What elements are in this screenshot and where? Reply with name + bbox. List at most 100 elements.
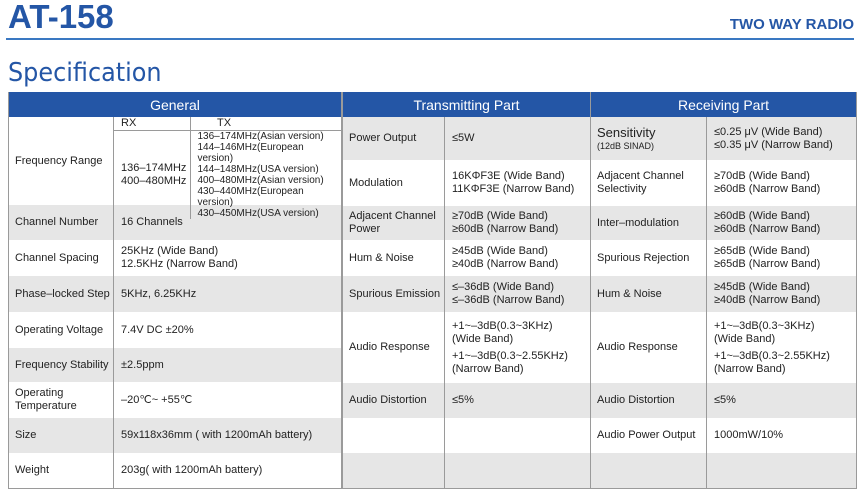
section-title: Specification (8, 58, 162, 88)
transmitting-header: Transmitting Part (343, 92, 590, 117)
table-row: Inter–modulation ≥60dB (Wide Band) ≥60dB (… (591, 206, 856, 240)
row-label: Spurious Rejection (591, 240, 707, 276)
table-row: Adjacent Channel Selectivity ≥70dB (Wide … (591, 160, 856, 206)
general-table: General Frequency Range RX TX 136–174MHz… (8, 92, 342, 489)
value-line: ≥60dB (Narrow Band) (714, 223, 821, 235)
table-row (343, 453, 590, 488)
value-line: ±2.5ppm (121, 358, 164, 371)
value-line: (Wide Band) (714, 332, 776, 345)
value-line: ≤5% (452, 394, 474, 406)
row-value: ≥60dB (Wide Band) ≥60dB (Narrow Band) (707, 206, 820, 240)
row-label: Operating Temperature (9, 382, 114, 418)
table-row: Operating Temperature –20℃~ +55℃ (9, 382, 341, 418)
row-label: Audio Response (591, 312, 707, 383)
table-row: Channel Number 16 Channels (9, 205, 341, 240)
table-row: Frequency Stability ±2.5ppm (9, 348, 341, 382)
row-value: ≤5W (445, 117, 475, 160)
table-row: Audio Distortion ≤5% (591, 383, 856, 418)
row-value: –20℃~ +55℃ (114, 382, 192, 418)
value-line: (Wide Band) (452, 332, 514, 345)
row-value: 5KHz, 6.25KHz (114, 276, 196, 312)
row-value: 203g( with 1200mAh battery) (114, 453, 262, 488)
table-row: Size 59x118x36mm ( with 1200mAh battery) (9, 418, 341, 453)
row-value: 16KΦF3E (Wide Band) 11KΦF3E (Narrow Band) (445, 160, 574, 206)
value-line: 5KHz, 6.25KHz (121, 287, 197, 300)
value-line: 25KHz (Wide Band) (121, 245, 219, 257)
row-value: ≥70dB (Wide Band) ≥60dB (Narrow Band) (445, 206, 558, 240)
tx-header: TX (217, 117, 232, 129)
row-value: 1000mW/10% (707, 418, 783, 453)
value-line: 430–440MHz(European version) (197, 186, 304, 208)
table-row: Adjacent Channel Power ≥70dB (Wide Band) ≥… (343, 206, 590, 240)
value-line: 11KΦF3E (Narrow Band) (452, 183, 575, 195)
row-value: 16 Channels (114, 205, 183, 240)
row-value: ≥65dB (Wide Band) ≥65dB (Narrow Band) (707, 240, 820, 276)
row-value: ≥70dB (Wide Band) ≥60dB (Narrow Band) (707, 160, 820, 206)
value-line: ≥65dB (Wide Band) (714, 245, 810, 257)
table-row: Modulation 16KΦF3E (Wide Band) 11KΦF3E (Na… (343, 160, 590, 206)
row-label: Inter–modulation (591, 206, 707, 240)
value-line: ≤5W (452, 132, 475, 144)
value-line: ≥40dB (Narrow Band) (714, 294, 821, 306)
value-line: 203g( with 1200mAh battery) (121, 464, 263, 476)
transmitting-table: Transmitting Part Power Output ≤5W Modulat… (342, 92, 591, 489)
table-row: Spurious Rejection ≥65dB (Wide Band) ≥65dB… (591, 240, 856, 276)
value-line: ≥60dB (Narrow Band) (714, 183, 821, 195)
row-label: Adjacent Channel Power (343, 206, 445, 240)
value-line: +1~–3dB(0.3~3KHz) (714, 319, 815, 332)
value-line: ≥45dB (Wide Band) (714, 281, 810, 293)
row-label: Audio Response (343, 312, 445, 383)
header-divider (6, 38, 854, 40)
value-line: 144–148MHz(USA version) (197, 164, 319, 175)
row-label: Phase–locked Step (9, 276, 114, 312)
row-value: 59x118x36mm ( with 1200mAh battery) (114, 418, 312, 453)
row-label: Modulation (343, 160, 445, 206)
tx-values: 136–174MHz(Asian version) 144–146MHz(Euro… (191, 131, 342, 219)
value-line: ≥70dB (Wide Band) (452, 210, 548, 222)
table-row (343, 418, 590, 453)
value-line: 12.5KHz (Narrow Band) (121, 258, 238, 270)
value-line: ≤0.25 μV (Wide Band) (714, 125, 823, 138)
table-row: Spurious Emission ≤–36dB (Wide Band) ≤–36d… (343, 276, 590, 312)
value-line: ≤–36dB (Wide Band) (452, 281, 555, 293)
row-label: Operating Voltage (9, 312, 114, 348)
table-row (591, 453, 856, 488)
row-label: Channel Number (9, 205, 114, 240)
row-label: Audio Distortion (591, 383, 707, 418)
table-row: Sensitivity (12dB SINAD) ≤0.25 μV (Wide Ba… (591, 117, 856, 160)
row-value: 7.4V DC ±20% (114, 312, 194, 348)
value-line: 144–146MHz(European version) (197, 142, 304, 164)
table-row: Weight 203g( with 1200mAh battery) (9, 453, 341, 488)
frequency-range-row: Frequency Range RX TX 136–174MHz 400–480M… (9, 117, 341, 219)
receiving-header: Receiving Part (591, 92, 856, 117)
value-line: ≥65dB (Narrow Band) (714, 258, 821, 270)
value-line: ≤5% (714, 394, 736, 406)
row-value: 25KHz (Wide Band) 12.5KHz (Narrow Band) (114, 240, 238, 276)
table-row: Hum & Noise ≥45dB (Wide Band) ≥40dB (Narro… (343, 240, 590, 276)
value-line: 400–480MHz(Asian version) (197, 175, 324, 186)
row-label: Hum & Noise (591, 276, 707, 312)
row-label: Hum & Noise (343, 240, 445, 276)
value-line: –20℃~ +55℃ (121, 393, 193, 406)
row-label: Adjacent Channel Selectivity (591, 160, 707, 206)
value-line: ≥60dB (Narrow Band) (452, 223, 559, 235)
row-sublabel: (12dB SINAD) (597, 140, 655, 151)
row-value: ≤–36dB (Wide Band) ≤–36dB (Narrow Band) (445, 276, 564, 312)
value-line: +1~–3dB(0.3~2.55KHz) (714, 349, 830, 362)
row-value: ≥45dB (Wide Band) ≥40dB (Narrow Band) (445, 240, 558, 276)
table-row: Hum & Noise ≥45dB (Wide Band) ≥40dB (Narro… (591, 276, 856, 312)
row-label (343, 453, 445, 488)
row-value: ≤0.25 μV (Wide Band) ≤0.35 μV (Narrow Ban… (707, 117, 833, 160)
row-label: Audio Power Output (591, 418, 707, 453)
table-row: Phase–locked Step 5KHz, 6.25KHz (9, 276, 341, 312)
value-line: (Narrow Band) (714, 362, 786, 375)
row-label: Weight (9, 453, 114, 488)
value-line: +1~–3dB(0.3~3KHz) (452, 319, 553, 332)
value-line: ≥60dB (Wide Band) (714, 210, 810, 222)
row-value: ≥45dB (Wide Band) ≥40dB (Narrow Band) (707, 276, 820, 312)
row-value: ≤5% (445, 383, 474, 418)
rx-header: RX (114, 117, 191, 130)
value-line: 430–450MHz(USA version) (197, 208, 319, 219)
value-line: ≥40dB (Narrow Band) (452, 258, 559, 270)
value-line: +1~–3dB(0.3~2.55KHz) (452, 349, 568, 362)
